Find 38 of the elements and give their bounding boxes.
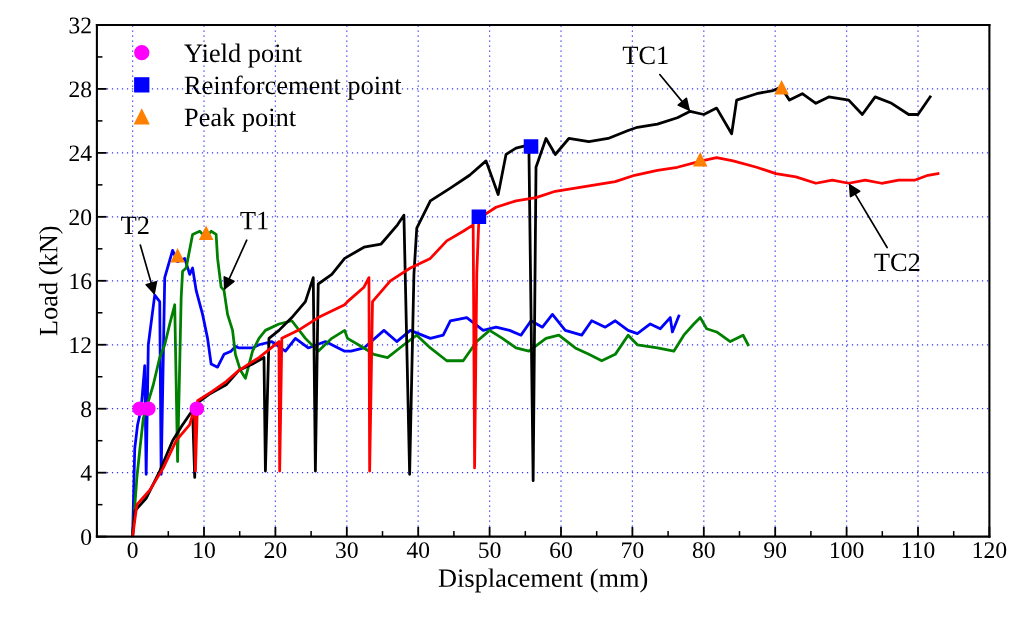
y-tick-label: 4 <box>80 465 92 481</box>
point <box>523 139 539 154</box>
x-tick-label: 70 <box>622 542 644 559</box>
y-tick-label: 24 <box>69 145 92 162</box>
legend-label: Yield point <box>184 43 302 68</box>
x-tick-label: 10 <box>194 542 215 559</box>
annotation: TC2 <box>874 253 920 272</box>
annotation: TC1 <box>622 46 668 65</box>
x-tick-label: 110 <box>902 542 935 559</box>
annotation: T2 <box>121 216 149 235</box>
x-axis-title: Displacement (mm) <box>438 568 648 593</box>
x-tick-label: 30 <box>336 542 358 559</box>
point <box>774 80 789 95</box>
y-tick-label: 32 <box>69 17 91 34</box>
y-tick-label: 20 <box>69 209 92 226</box>
point <box>471 209 487 225</box>
x-tick-label: 40 <box>406 542 430 559</box>
point <box>198 225 214 241</box>
legend-label: Peak point <box>184 107 296 132</box>
x-tick-label: 80 <box>692 542 715 559</box>
y-tick-label: 0 <box>81 529 92 546</box>
y-tick-label: 8 <box>81 401 92 418</box>
y-tick-label: 16 <box>70 273 92 290</box>
x-tick-label: 100 <box>830 542 864 559</box>
y-tick-label: 12 <box>70 337 91 353</box>
point <box>692 151 708 167</box>
x-tick-label: 90 <box>764 542 787 559</box>
annotation: T1 <box>240 211 268 230</box>
point <box>189 401 205 416</box>
y-tick-label: 28 <box>69 81 92 98</box>
x-tick-label: 60 <box>550 542 572 559</box>
point <box>170 247 185 263</box>
x-tick-label: 0 <box>127 542 138 559</box>
x-tick-label: 120 <box>973 542 1007 559</box>
x-tick-label: 20 <box>264 542 287 559</box>
y-axis-title: Load (kN) <box>38 226 63 336</box>
legend-label: Reinforcement point <box>184 75 402 100</box>
x-tick-label: 50 <box>479 542 501 559</box>
